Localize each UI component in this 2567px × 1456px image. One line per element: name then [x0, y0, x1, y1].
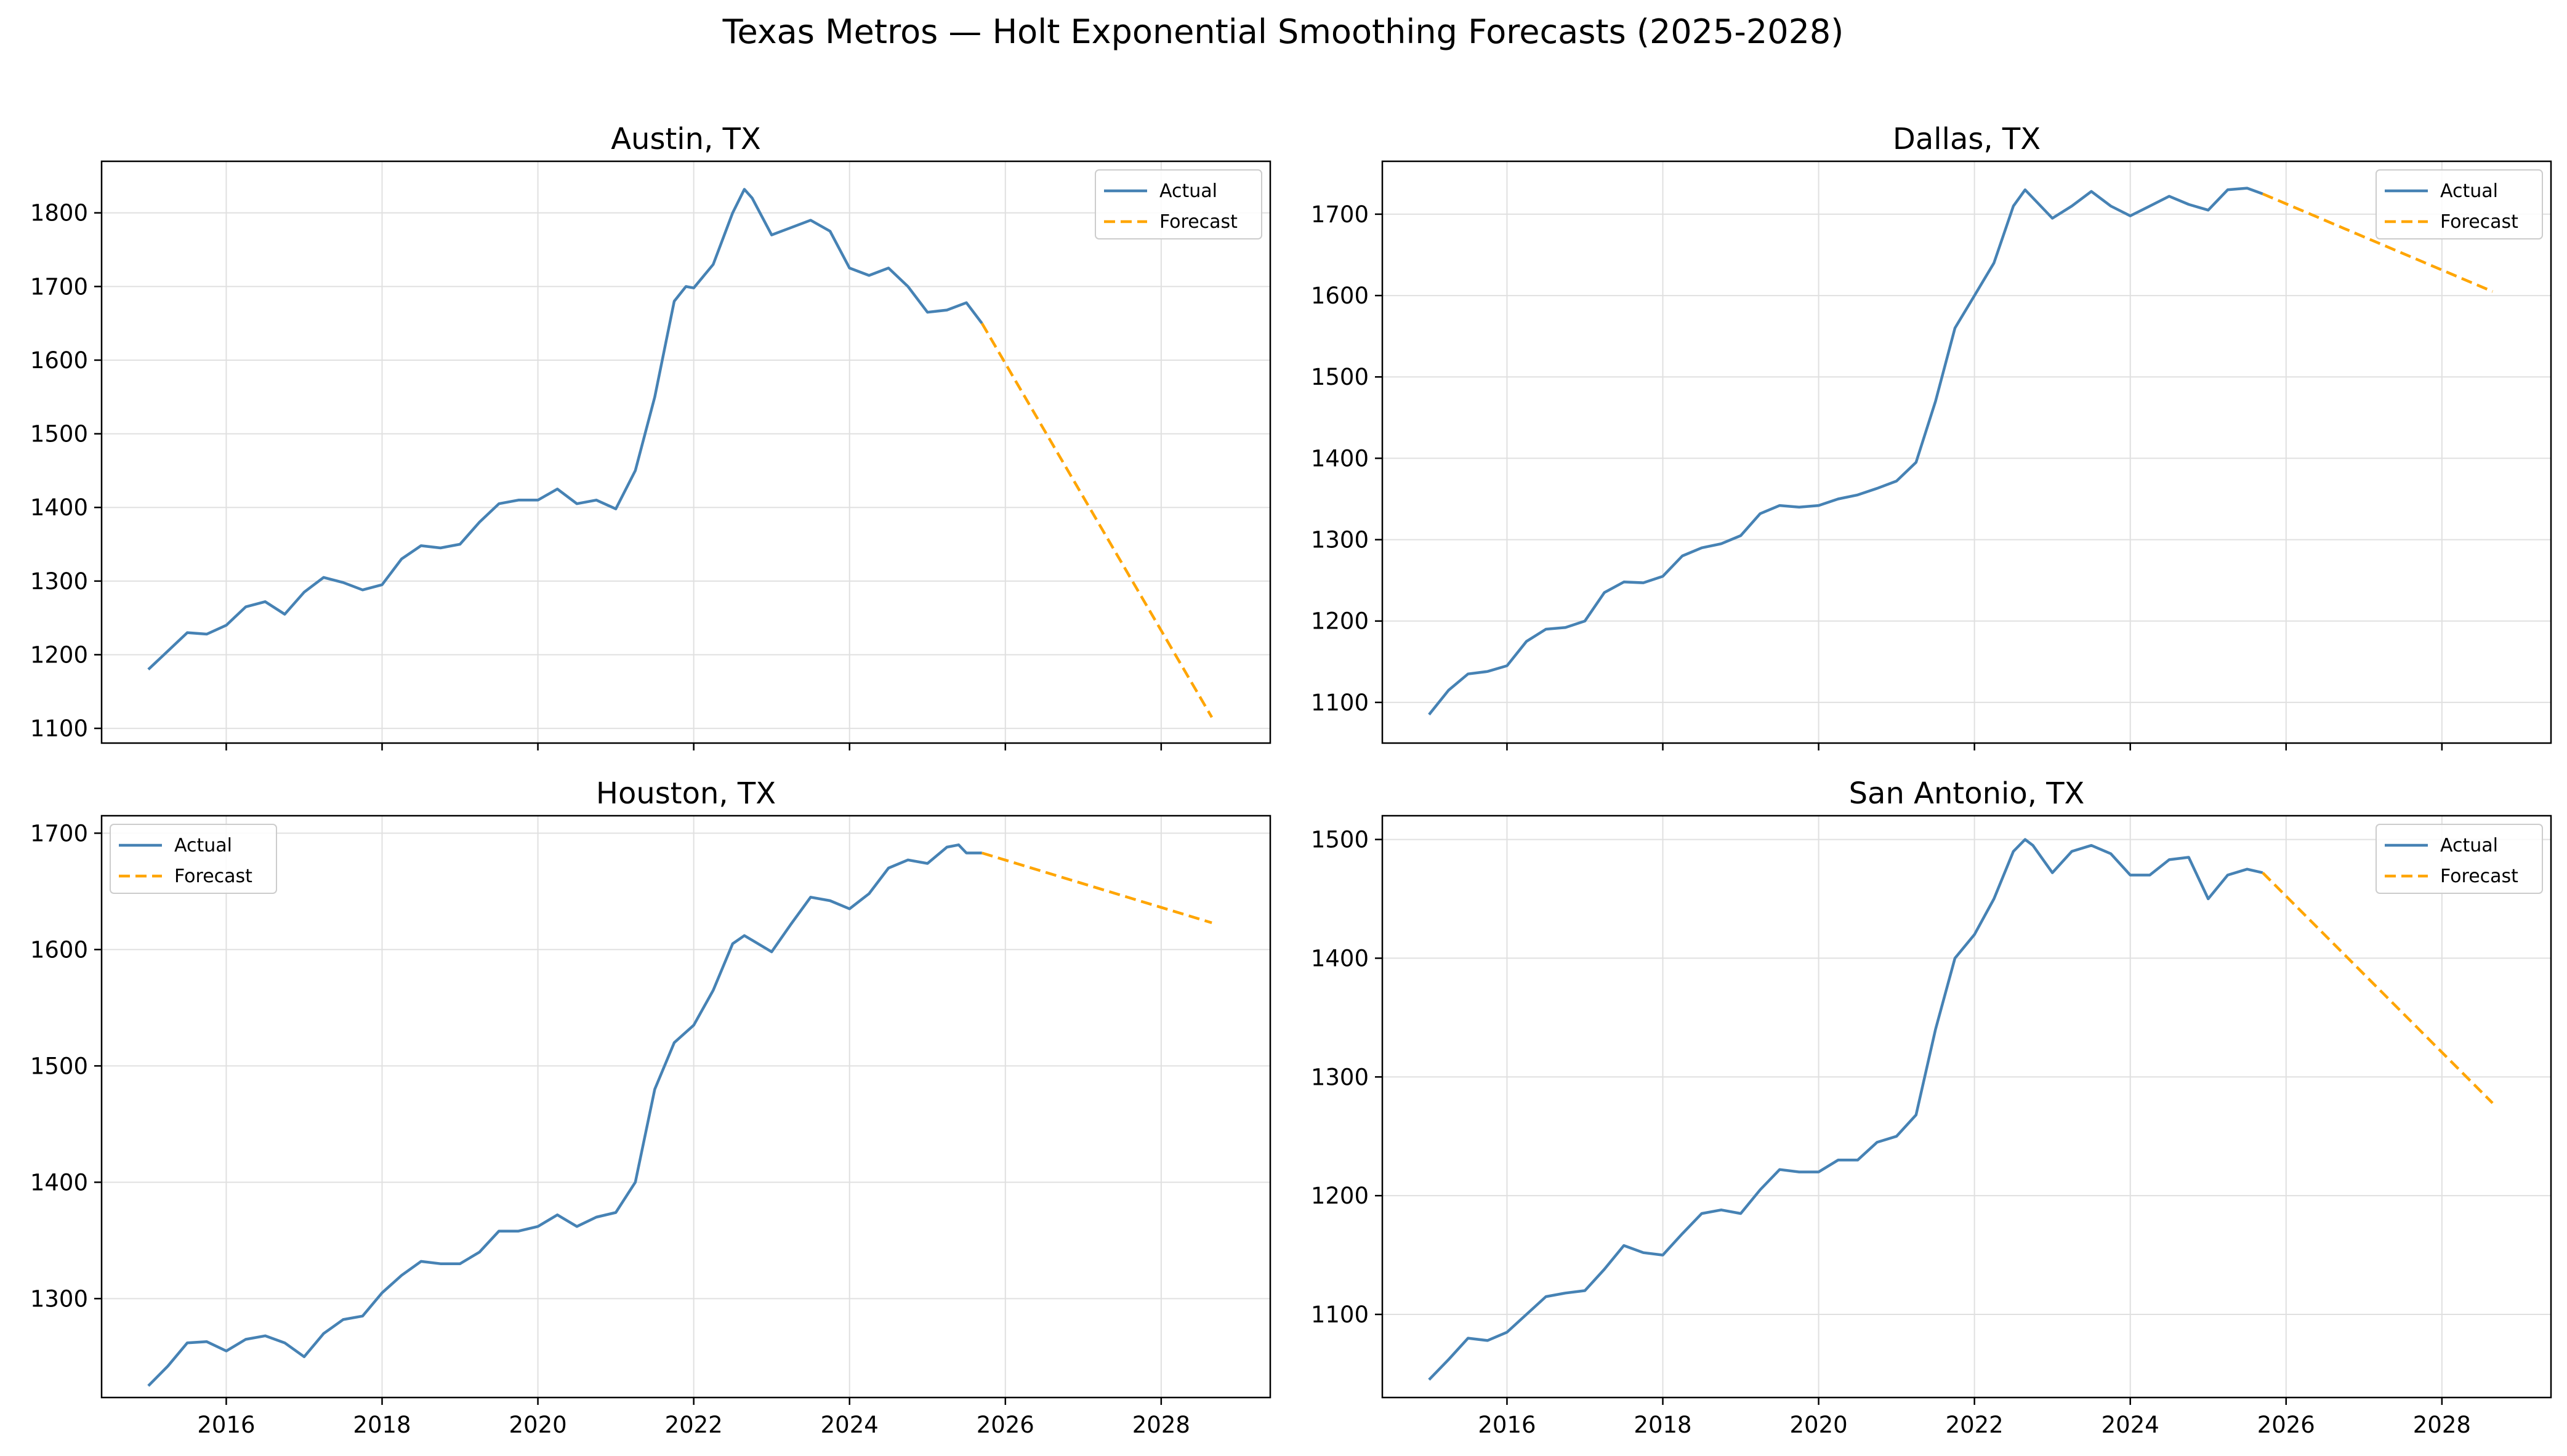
y-tick-label: 1100 — [1311, 1301, 1369, 1328]
axes-frame — [100, 160, 1271, 744]
y-tick-label: 1600 — [30, 347, 88, 374]
legend-forecast-label: Forecast — [2440, 211, 2518, 233]
axes-frame — [1381, 160, 2552, 744]
actual-line — [147, 843, 982, 1387]
legend-box — [1095, 169, 1262, 239]
legend-box — [110, 824, 277, 894]
chart-panel-3: Houston, TX 1300 1400 1500 1600 1700 2016 2018 2… — [30, 776, 1271, 1438]
forecast-line — [981, 851, 1212, 925]
y-tick-label: 1400 — [30, 494, 88, 521]
y-tick-label: 1800 — [30, 200, 88, 227]
y-tick-label: 1300 — [1311, 1064, 1369, 1090]
x-tick-label: 2028 — [2413, 1412, 2471, 1438]
forecast-line — [980, 323, 1214, 718]
y-tick-label: 1300 — [30, 1285, 88, 1312]
x-tick-label: 2022 — [665, 1412, 723, 1438]
legend: Actual Forecast — [110, 824, 277, 894]
panel-title: Austin, TX — [611, 122, 761, 156]
y-tick-label: 1300 — [1311, 527, 1369, 553]
chart-panel-4: San Antonio, TX 1100 1200 1300 1400 1500 2016 2… — [1311, 776, 2552, 1438]
legend-box — [2376, 824, 2543, 894]
y-tick-label: 1700 — [30, 273, 88, 300]
y-tick-label: 1200 — [1311, 1183, 1369, 1209]
legend-actual-label: Actual — [2440, 180, 2498, 202]
x-tick-label: 2018 — [1634, 1412, 1691, 1438]
y-tick-label: 1400 — [1311, 445, 1369, 472]
legend-actual-label: Actual — [1159, 180, 1217, 202]
y-tick-label: 1600 — [30, 936, 88, 963]
legend: Actual Forecast — [1095, 169, 1262, 239]
x-tick-label: 2026 — [977, 1412, 1034, 1438]
legend-forecast-label: Forecast — [1159, 211, 1238, 233]
panel-title: Houston, TX — [596, 776, 776, 811]
panel-title: Dallas, TX — [1893, 122, 2041, 156]
y-tick-label: 1500 — [1311, 364, 1369, 390]
forecast-line — [2262, 872, 2494, 1104]
chart-panel-2: Dallas, TX 1100 1200 1300 1400 1500 1600 1700 Ac… — [1311, 122, 2552, 750]
y-tick-label: 1300 — [30, 568, 88, 595]
legend-actual-label: Actual — [2440, 835, 2498, 856]
actual-line — [1428, 838, 2263, 1381]
x-tick-label: 2024 — [821, 1412, 879, 1438]
figure-title: Texas Metros — Holt Exponential Smoothin… — [722, 12, 1844, 51]
legend: Actual Forecast — [2376, 169, 2543, 239]
panels: Austin, TX 1100 1200 1300 1400 1500 1600 1700 18… — [30, 122, 2552, 1438]
y-tick-label: 1200 — [30, 642, 88, 668]
x-tick-label: 2028 — [1132, 1412, 1190, 1438]
y-tick-label: 1500 — [1311, 827, 1369, 853]
actual-line — [147, 188, 983, 671]
axes-frame — [1381, 814, 2552, 1399]
x-tick-label: 2020 — [509, 1412, 567, 1438]
forecast-line — [2262, 192, 2493, 293]
chart-panel-1: Austin, TX 1100 1200 1300 1400 1500 1600 1700 18… — [30, 122, 1271, 750]
x-tick-label: 2020 — [1790, 1412, 1848, 1438]
x-tick-label: 2022 — [1946, 1412, 2004, 1438]
y-tick-label: 1400 — [30, 1169, 88, 1196]
legend-forecast-label: Forecast — [2440, 866, 2518, 887]
x-tick-label: 2018 — [353, 1412, 411, 1438]
actual-line — [1428, 187, 2263, 716]
y-tick-label: 1700 — [30, 820, 88, 847]
y-tick-label: 1600 — [1311, 283, 1369, 309]
x-tick-label: 2024 — [2102, 1412, 2159, 1438]
y-tick-label: 1400 — [1311, 945, 1369, 971]
axes-frame — [100, 814, 1271, 1399]
panel-title: San Antonio, TX — [1849, 776, 2085, 811]
legend-forecast-label: Forecast — [174, 866, 252, 887]
legend: Actual Forecast — [2376, 824, 2543, 894]
y-tick-label: 1700 — [1311, 201, 1369, 228]
y-tick-label: 1200 — [1311, 608, 1369, 635]
x-tick-label: 2016 — [1478, 1412, 1536, 1438]
y-tick-label: 1100 — [30, 715, 88, 742]
legend-actual-label: Actual — [174, 835, 232, 856]
x-tick-label: 2016 — [197, 1412, 255, 1438]
y-tick-label: 1500 — [30, 1053, 88, 1079]
legend-box — [2376, 169, 2543, 239]
y-tick-label: 1500 — [30, 421, 88, 448]
x-tick-label: 2026 — [2257, 1412, 2315, 1438]
y-tick-label: 1100 — [1311, 690, 1369, 716]
